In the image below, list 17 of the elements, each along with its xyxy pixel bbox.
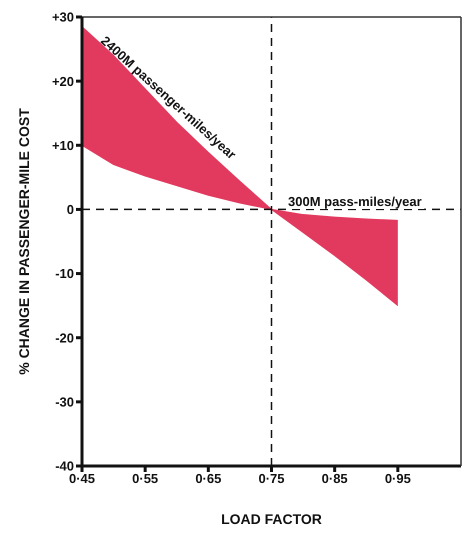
series-label: 300M pass-miles/year <box>286 194 424 209</box>
y-tick-label: -20 <box>55 330 74 346</box>
y-axis-title: % CHANGE IN PASSENGER-MILE COST <box>16 108 32 375</box>
y-tick-label: -10 <box>55 266 74 282</box>
x-tick-label: 0·55 <box>132 471 158 486</box>
x-tick-label: 0·75 <box>258 471 285 486</box>
y-tick-label: +30 <box>52 10 74 25</box>
y-tick-label: 0 <box>66 202 74 218</box>
y-tick-label: +10 <box>52 138 74 153</box>
x-axis-title: LOAD FACTOR <box>221 511 322 527</box>
y-tick-label: +20 <box>52 74 74 89</box>
x-tick-label: 0·65 <box>195 471 222 486</box>
y-tick-label: -40 <box>55 458 74 474</box>
x-tick-label: 0·45 <box>68 471 96 486</box>
y-tick-label: -30 <box>55 394 74 410</box>
x-tick-label: 0·95 <box>384 471 411 486</box>
x-tick-label: 0·85 <box>322 471 348 486</box>
